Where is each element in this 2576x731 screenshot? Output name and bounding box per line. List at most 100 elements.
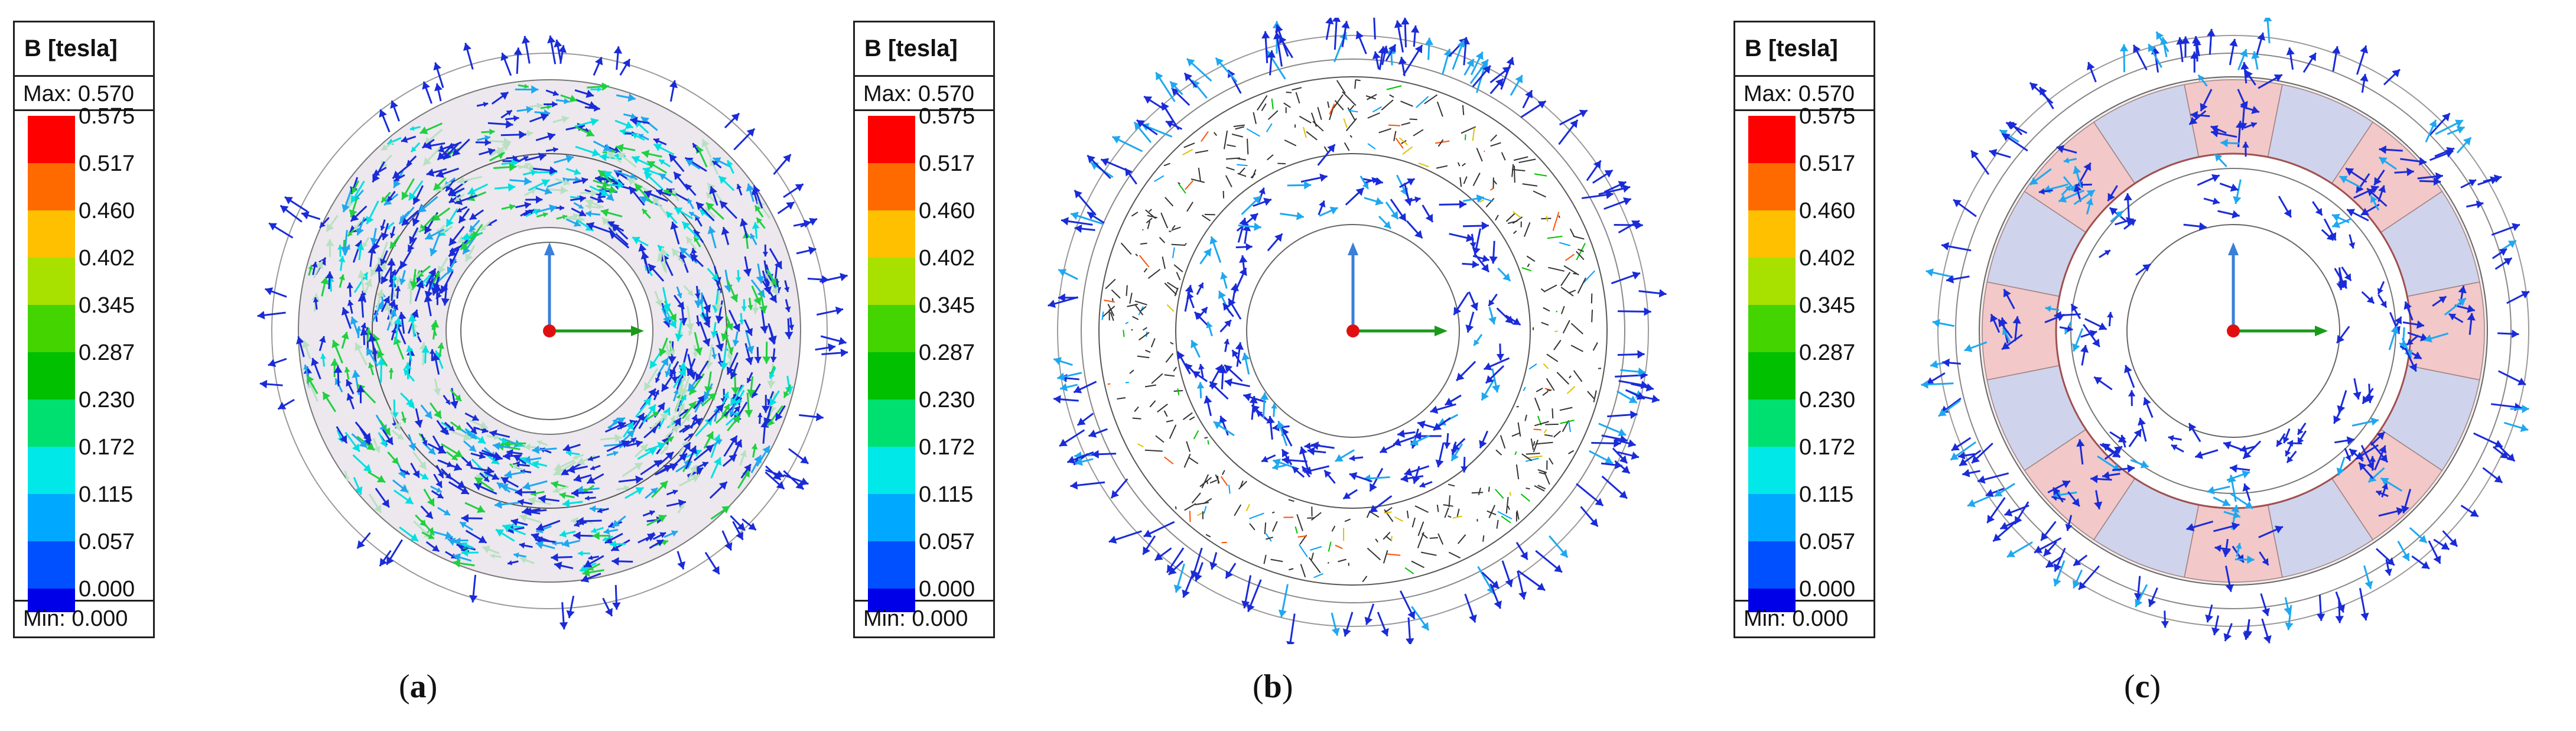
mesh-edge xyxy=(1135,254,1139,256)
arrow-head xyxy=(1619,435,1628,444)
arrow-head xyxy=(388,308,397,317)
arrow-head xyxy=(687,198,692,204)
arrow-head xyxy=(1296,212,1304,220)
arrow-head xyxy=(809,217,818,226)
mesh-edge xyxy=(1505,496,1509,514)
arrow-head xyxy=(2058,194,2067,203)
arrow-head xyxy=(2065,185,2071,191)
arrow-head xyxy=(591,148,600,157)
arrow-head xyxy=(2094,376,2103,385)
arrow-head xyxy=(531,169,537,176)
arrow-head xyxy=(1994,489,2003,496)
arrow-head xyxy=(2379,157,2388,165)
mesh-edge xyxy=(1394,516,1403,522)
arrow-head xyxy=(2080,345,2089,353)
arrow-head xyxy=(1459,200,1466,209)
mesh-edge xyxy=(1526,453,1540,455)
arrow-head xyxy=(2089,330,2097,337)
arrow-head xyxy=(2433,555,2441,564)
arrow-head xyxy=(1184,73,1193,82)
arrow-head xyxy=(669,350,675,356)
arrow-head xyxy=(1209,561,1218,570)
arrow-head xyxy=(648,388,656,397)
mesh-edge xyxy=(1231,133,1244,138)
arrow-head xyxy=(1371,177,1378,184)
mesh-edge xyxy=(1105,278,1116,290)
arrow-head xyxy=(1276,421,1285,429)
mesh-edge xyxy=(1349,135,1352,138)
x-axis-head xyxy=(2315,326,2328,336)
arrow-head xyxy=(538,495,547,503)
arrow-head xyxy=(723,392,730,399)
arrow-head xyxy=(1417,420,1426,429)
arrow-head xyxy=(401,136,408,143)
arrow-head xyxy=(380,275,389,284)
arrow-head xyxy=(509,204,515,210)
mesh-edge xyxy=(1129,369,1134,374)
mesh-edge xyxy=(1533,440,1539,453)
scale-swatch xyxy=(28,589,75,612)
arrow-head xyxy=(2193,38,2201,47)
arrow-head xyxy=(2073,558,2081,566)
arrow-head xyxy=(508,560,513,566)
arrow-head xyxy=(669,313,676,322)
arrow-head xyxy=(585,495,590,501)
mesh-edge xyxy=(1536,387,1543,392)
arrow-head xyxy=(2073,166,2081,174)
arrow-head xyxy=(437,342,445,349)
arrow-head xyxy=(2186,523,2195,532)
arrow-head xyxy=(1173,584,1182,593)
arrow-head xyxy=(519,514,528,522)
arrow-head xyxy=(1998,319,2006,328)
mesh-edge xyxy=(1524,414,1527,421)
arrow-head xyxy=(434,410,441,418)
mesh-edge xyxy=(1172,225,1176,230)
arrow-head xyxy=(1398,57,1407,65)
mesh-edge xyxy=(1237,158,1246,161)
arrow-head xyxy=(1235,342,1244,350)
arrow-head xyxy=(660,412,668,421)
mesh-edge xyxy=(1511,164,1514,177)
arrow-head xyxy=(2470,509,2479,517)
arrow-head xyxy=(688,433,693,438)
arrow-head xyxy=(360,329,368,335)
arrow-head xyxy=(632,236,640,245)
arrow-head xyxy=(2285,622,2294,631)
mesh-edge xyxy=(1378,128,1391,134)
mesh-edge xyxy=(1132,316,1139,320)
arrow-head xyxy=(686,368,695,376)
arrow-head xyxy=(1414,230,1423,239)
mesh-edge xyxy=(1257,95,1268,111)
arrow-head xyxy=(1274,233,1283,242)
arrow-head xyxy=(352,187,358,194)
arrow-head xyxy=(446,461,453,467)
arrow-head xyxy=(2229,38,2238,47)
arrow-head xyxy=(562,215,568,220)
mesh-edge xyxy=(1298,544,1308,558)
arrow-head xyxy=(1505,579,1514,587)
arrow-head xyxy=(346,282,353,288)
arrow-head xyxy=(662,316,670,324)
arrow-head xyxy=(1404,197,1413,206)
arrow-head xyxy=(1962,469,1970,477)
arrow-head xyxy=(457,207,462,213)
arrow-head xyxy=(671,425,679,433)
arrow-head xyxy=(2029,82,2038,91)
mesh-edge xyxy=(1334,100,1344,111)
arrow-head xyxy=(424,290,433,299)
mesh-edge xyxy=(1387,553,1401,556)
scale-swatch xyxy=(868,305,915,353)
arrow-head xyxy=(679,247,688,255)
mesh-edge xyxy=(1541,321,1549,326)
mesh-edge xyxy=(1331,525,1336,532)
arrow-head xyxy=(461,514,469,523)
arrow-head xyxy=(687,290,694,296)
mesh-edge xyxy=(1159,236,1166,243)
mesh-edge xyxy=(1546,216,1549,222)
arrow-head xyxy=(661,437,669,446)
sublabel-a: (a) xyxy=(399,668,438,705)
arrow-head xyxy=(512,464,518,470)
arrow-head xyxy=(674,171,682,180)
arrow-head xyxy=(756,217,763,224)
mesh-edge xyxy=(1516,510,1520,520)
